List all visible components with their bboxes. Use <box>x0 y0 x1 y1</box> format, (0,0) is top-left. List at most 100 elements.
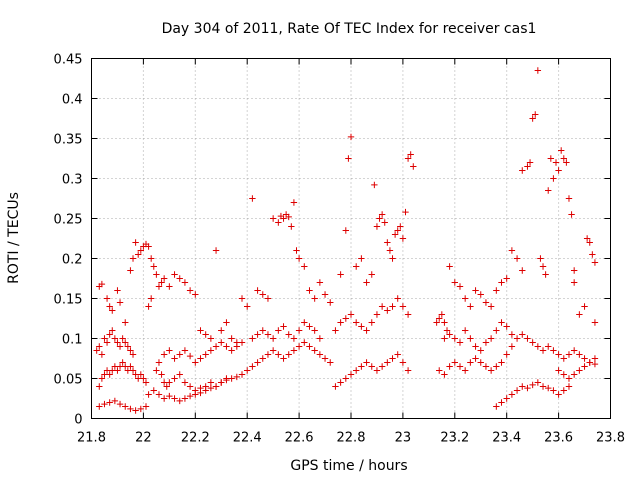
data-point <box>301 263 308 270</box>
data-point <box>410 163 417 170</box>
data-point <box>519 383 526 390</box>
data-point <box>345 155 352 162</box>
data-point <box>275 327 282 334</box>
data-point <box>207 379 215 386</box>
data-point <box>446 363 453 370</box>
data-point <box>342 227 350 234</box>
data-point <box>111 397 119 405</box>
data-point <box>508 331 516 338</box>
x-tick-labels: 21.8 22 22.2 22.4 22.6 22.8 23 23.2 23.4 23.6 23.8 <box>77 431 625 446</box>
data-point <box>565 383 573 390</box>
data-point <box>233 373 241 381</box>
data-point <box>192 291 199 298</box>
data-point <box>137 371 145 378</box>
data-point <box>508 247 516 254</box>
data-point <box>586 239 593 246</box>
data-point <box>534 343 542 350</box>
data-point <box>171 271 178 278</box>
data-point <box>508 343 516 350</box>
data-point <box>223 319 230 326</box>
data-point <box>166 379 173 386</box>
data-point <box>122 403 129 410</box>
data-point <box>586 359 593 366</box>
data-point <box>212 343 220 350</box>
data-point <box>145 391 152 398</box>
data-point <box>524 335 531 342</box>
data-point <box>386 247 394 254</box>
data-point <box>249 335 256 342</box>
data-point <box>467 359 474 366</box>
y-tick-label: 0.15 <box>54 293 83 308</box>
data-point <box>451 279 458 286</box>
data-point <box>537 255 544 262</box>
data-point <box>197 355 204 362</box>
data-point <box>363 279 370 286</box>
data-point <box>583 235 591 242</box>
data-point <box>342 315 350 322</box>
data-point <box>461 295 469 302</box>
data-point <box>129 351 137 358</box>
data-point <box>176 371 183 378</box>
data-point <box>145 243 152 250</box>
data-point <box>487 335 495 342</box>
data-point <box>259 291 266 298</box>
data-point <box>280 215 287 222</box>
data-point <box>142 403 150 410</box>
data-point <box>155 359 163 366</box>
data-point <box>181 379 189 386</box>
data-point <box>101 400 108 408</box>
data-point <box>498 319 505 326</box>
data-point <box>207 347 215 354</box>
data-point <box>436 367 443 374</box>
data-point <box>524 384 531 392</box>
data-point <box>363 327 370 334</box>
data-point <box>378 303 386 310</box>
data-point <box>150 387 157 394</box>
data-point <box>98 351 106 358</box>
data-point <box>555 167 562 174</box>
x-tick-label: 23.8 <box>596 431 625 446</box>
data-point <box>275 219 282 226</box>
data-point <box>347 371 355 378</box>
data-point <box>461 327 469 334</box>
data-point <box>332 327 339 334</box>
data-point <box>498 399 505 406</box>
data-point <box>456 339 464 346</box>
data-point <box>547 155 555 162</box>
data-point <box>570 279 578 286</box>
data-point <box>373 223 381 230</box>
chart-title: Day 304 of 2011, Rate Of TEC Index for r… <box>162 21 537 37</box>
data-point <box>436 315 443 322</box>
axis-ticks <box>91 58 611 419</box>
data-point <box>532 111 539 118</box>
data-point <box>140 375 147 382</box>
data-point <box>158 371 165 378</box>
data-point <box>103 295 111 302</box>
data-point <box>295 255 303 262</box>
data-point <box>358 255 365 262</box>
data-point <box>244 367 251 374</box>
data-point <box>171 375 178 382</box>
data-point <box>368 363 375 370</box>
data-point <box>373 367 381 374</box>
data-point <box>482 339 490 346</box>
data-point <box>166 392 173 400</box>
data-point <box>275 351 282 358</box>
data-point <box>127 347 134 354</box>
data-point <box>581 303 588 310</box>
data-point <box>477 347 484 354</box>
data-point <box>482 299 490 306</box>
data-point <box>337 271 344 278</box>
data-point <box>254 287 261 294</box>
data-point <box>264 295 272 302</box>
data-point <box>477 291 484 298</box>
data-point <box>565 375 573 382</box>
data-point <box>337 379 344 386</box>
data-point <box>238 295 246 302</box>
data-point <box>228 375 235 382</box>
x-tick-label: 22 <box>135 431 152 446</box>
data-point <box>316 279 324 286</box>
data-point <box>519 331 526 338</box>
data-point <box>550 387 557 394</box>
data-point <box>513 387 521 394</box>
